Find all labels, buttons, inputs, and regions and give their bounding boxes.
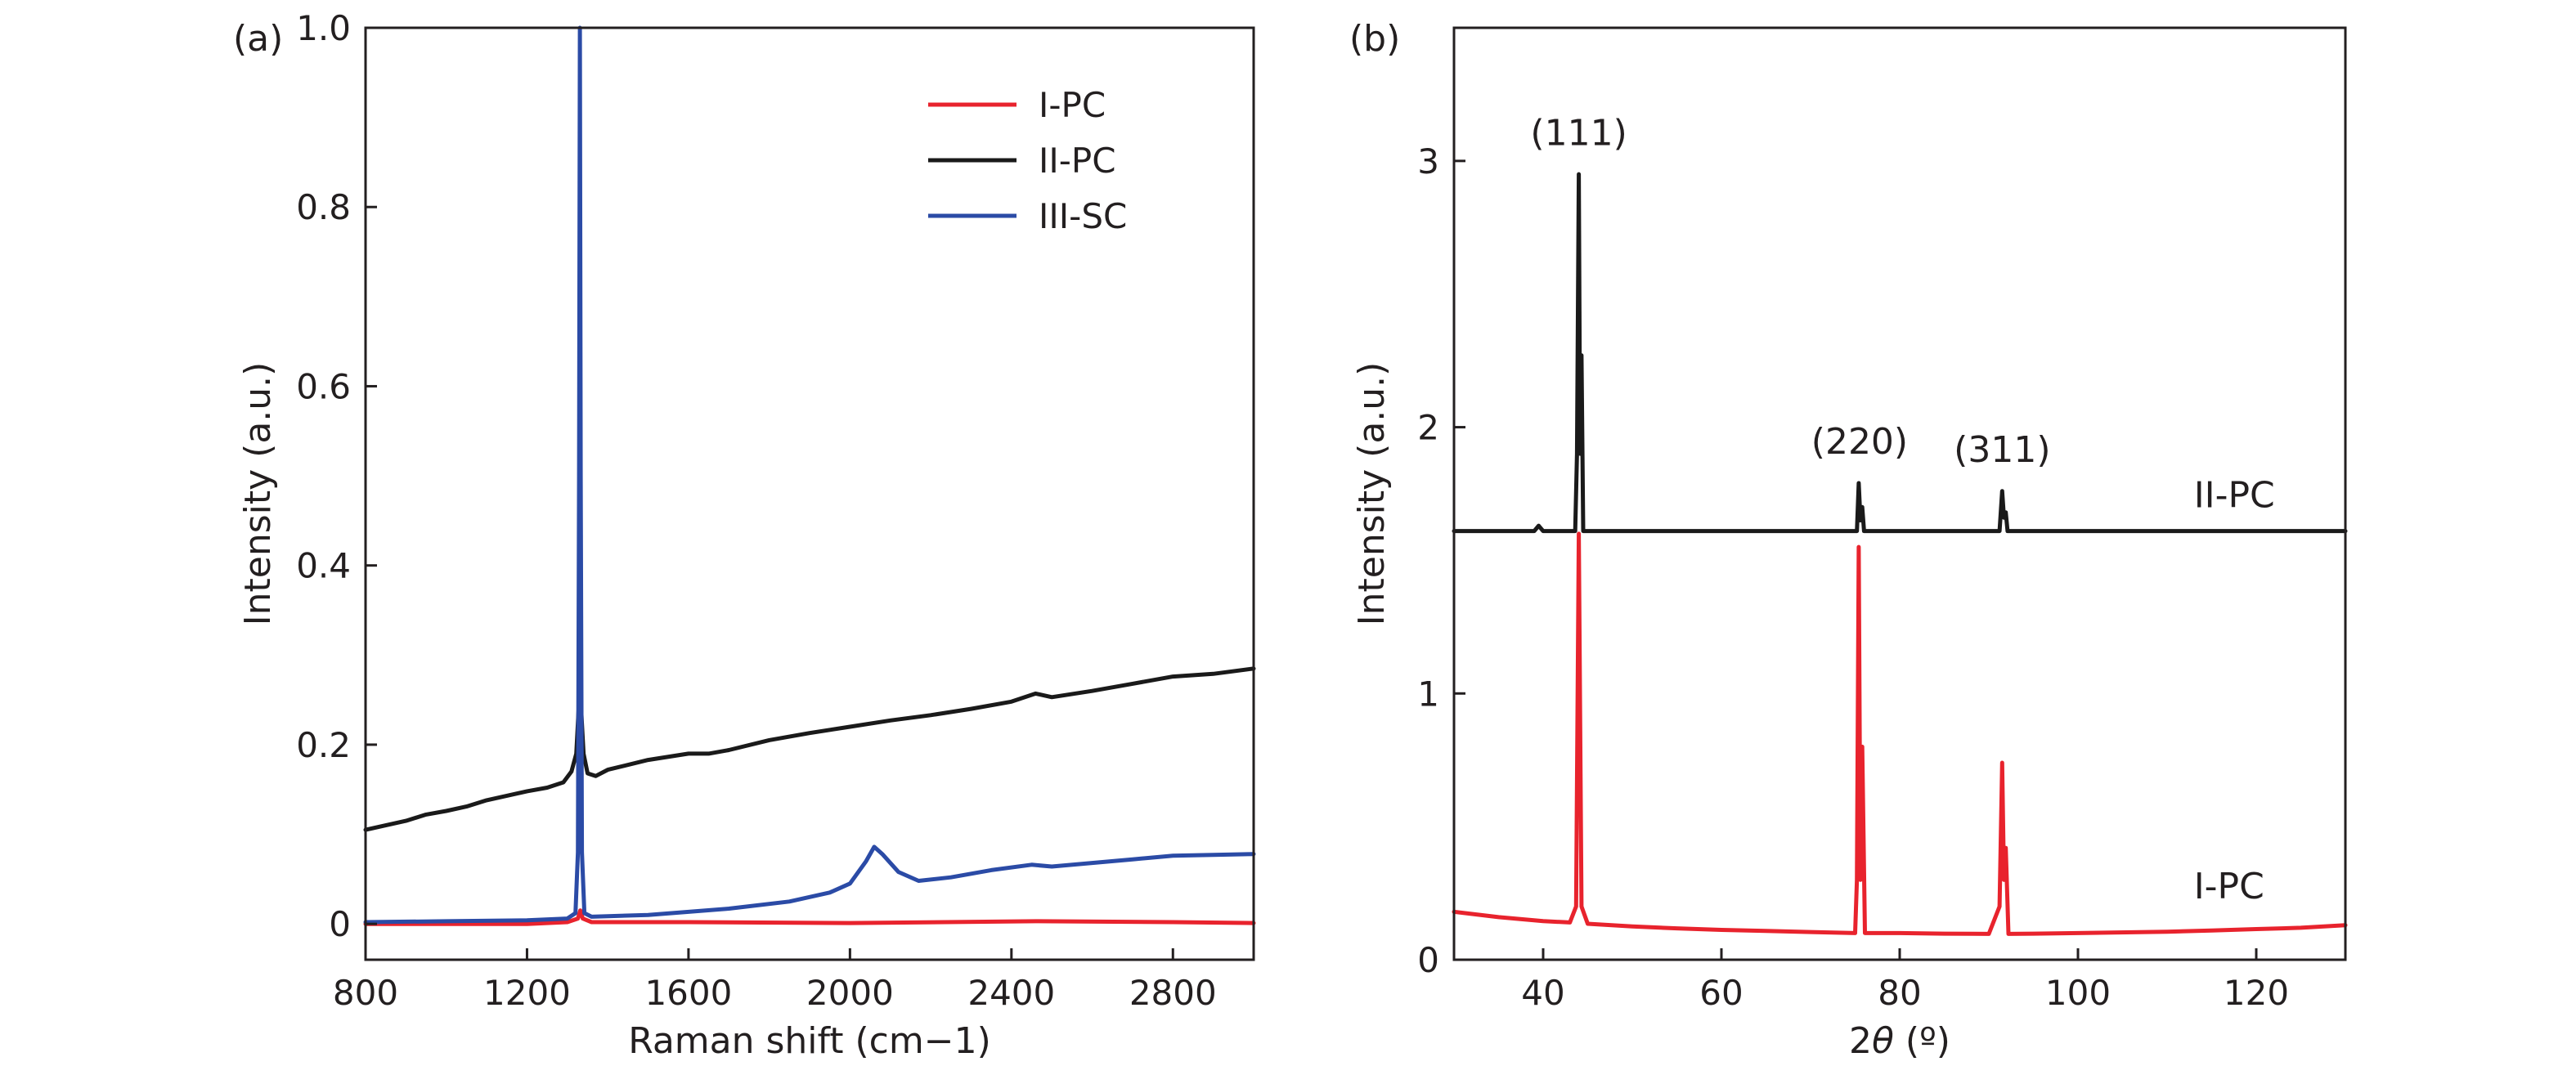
x-tick-label: 40: [1521, 973, 1564, 1013]
panel-a-y-ticks: 0 0.2 0.4 0.6 0.8 1.0: [296, 8, 377, 944]
legend-label-i-pc: I-PC: [1039, 85, 1106, 125]
y-tick-label: 0: [329, 904, 351, 944]
peak-label-111: (111): [1530, 112, 1627, 154]
x-tick-label: 1200: [483, 973, 571, 1013]
panel-a-x-ticks: 800 1200 1600 2000 2400 2800: [333, 948, 1217, 1013]
peak-label-220: (220): [1811, 421, 1908, 463]
x-axis-title-unit: (º): [1894, 1020, 1950, 1062]
panel-a-plot-frame: [364, 26, 1255, 961]
curve-label-i-pc: I-PC: [2194, 866, 2264, 907]
x-axis-title-theta: θ: [1872, 1020, 1894, 1062]
peak-label-311: (311): [1954, 429, 2050, 471]
y-tick-label: 3: [1417, 141, 1439, 181]
panel-a-legend: I-PC II-PC III-SC: [928, 85, 1127, 236]
panel-b-annotations: (111) (220) (311) II-PC I-PC: [1530, 112, 2274, 907]
y-tick-label: 0: [1417, 940, 1439, 980]
x-tick-label: 60: [1699, 973, 1743, 1013]
legend-label-iii-sc: III-SC: [1039, 196, 1127, 236]
x-tick-label: 2400: [967, 973, 1055, 1013]
curve-label-ii-pc: II-PC: [2194, 474, 2275, 516]
panel-b-x-ticks: 40 60 80 100 120: [1521, 948, 2289, 1013]
x-tick-label: 1600: [644, 973, 732, 1013]
x-tick-label: 800: [333, 973, 398, 1013]
panel-b-label: (b): [1349, 18, 1400, 60]
x-axis-title-prefix: 2: [1849, 1020, 1872, 1062]
panel-a-label: (a): [233, 18, 283, 60]
y-tick-label: 2: [1417, 408, 1439, 448]
y-tick-label: 0.8: [296, 187, 351, 227]
panel-a-series-iii-sc: [363, 25, 1256, 925]
y-tick-label: 1.0: [296, 8, 351, 48]
panel-b-y-axis-title: Intensity (a.u.): [1351, 362, 1393, 626]
panel-a-y-axis-title: Intensity (a.u.): [237, 362, 279, 626]
panel-b-curves: [1452, 172, 2348, 936]
panel-a-curves: [363, 25, 1256, 926]
y-tick-label: 0.4: [296, 546, 351, 586]
panel-a-x-axis-title: Raman shift (cm−1): [628, 1020, 991, 1062]
y-tick-label: 0.2: [296, 725, 351, 765]
panel-b-x-axis-title: 2θ (º): [1849, 1020, 1950, 1062]
panel-a: (a) 800 1200 1600 2000 2400 2800 0 0.2 0.4 0.6 0.…: [233, 8, 1256, 1062]
legend-label-ii-pc: II-PC: [1039, 141, 1116, 181]
x-tick-label: 2800: [1129, 973, 1217, 1013]
panel-b-series-ii-pc: [1452, 172, 2348, 534]
panel-b-y-ticks: 0 1 2 3: [1417, 141, 1465, 980]
panel-b-series-i-pc: [1452, 531, 2348, 936]
panel-a-series-i-pc: [363, 908, 1256, 926]
x-tick-label: 80: [1878, 973, 1921, 1013]
x-tick-label: 100: [2045, 973, 2111, 1013]
x-tick-label: 120: [2224, 973, 2289, 1013]
y-tick-label: 1: [1417, 674, 1439, 714]
x-tick-label: 2000: [806, 973, 894, 1013]
y-tick-label: 0.6: [296, 366, 351, 406]
panel-a-series-ii-pc: [363, 652, 1256, 832]
